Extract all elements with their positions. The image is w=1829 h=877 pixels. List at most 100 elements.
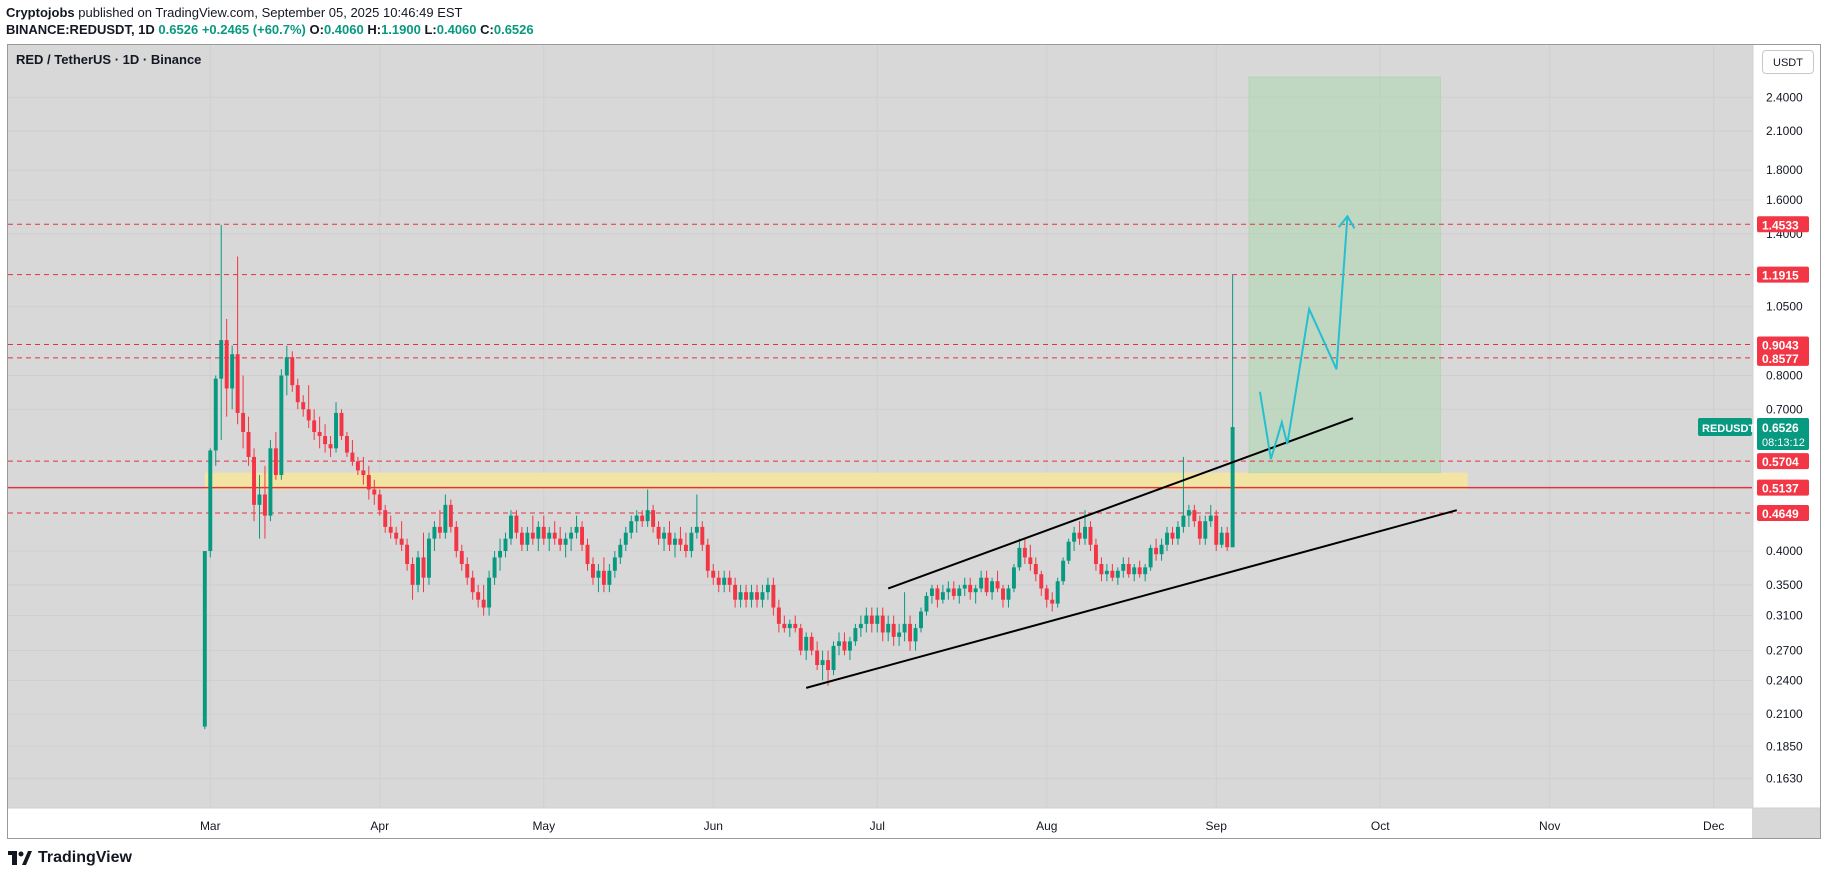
level-badge xyxy=(1757,453,1809,470)
level-badge xyxy=(1757,216,1809,233)
candle-body xyxy=(574,526,579,533)
candle-body xyxy=(793,623,798,629)
chart-frame[interactable] xyxy=(7,44,1821,839)
candle-body xyxy=(596,570,601,578)
candle-body xyxy=(547,532,552,539)
candle-body xyxy=(1186,510,1191,516)
candle-body xyxy=(246,431,251,457)
last-value: 0.6526 xyxy=(158,22,199,37)
currency-button[interactable]: USDT xyxy=(1762,50,1814,74)
candle-body xyxy=(733,584,738,600)
candle-body xyxy=(946,588,951,593)
level-badge xyxy=(1757,479,1809,496)
candle-body xyxy=(826,660,831,671)
level-label: 0.4649 xyxy=(1762,507,1799,521)
support-zone xyxy=(204,472,1468,490)
close-value: 0.6526 xyxy=(493,22,534,37)
candle-body xyxy=(465,564,470,578)
candle-body xyxy=(1088,526,1093,545)
y-tick-label: 2.4000 xyxy=(1766,90,1803,104)
candle-body xyxy=(306,409,311,421)
candle-body xyxy=(771,584,776,608)
y-tick-label: 0.2100 xyxy=(1766,707,1803,721)
candle-body xyxy=(339,412,344,436)
candle-body xyxy=(1072,532,1077,542)
candle-body xyxy=(924,595,929,612)
candle-body xyxy=(815,650,820,666)
ohlc-line: BINANCE:REDUSDT, 1D 0.6526 +0.2465 (+60.… xyxy=(6,21,534,38)
close-label: C: xyxy=(480,22,494,37)
x-tick-label: Nov xyxy=(1539,819,1560,833)
candle-body xyxy=(213,378,218,451)
projection-arrow-head xyxy=(1337,214,1356,229)
candle-body xyxy=(454,526,459,552)
candle-body xyxy=(962,584,967,589)
candle-body xyxy=(252,456,256,505)
candle-body xyxy=(979,577,984,589)
candle-body xyxy=(1203,521,1208,539)
candle-body xyxy=(891,623,896,637)
candle-body xyxy=(1121,564,1126,571)
candle-body xyxy=(1208,515,1213,522)
candle-body xyxy=(361,470,366,476)
level-label: 0.8577 xyxy=(1762,352,1799,366)
candle-body xyxy=(1028,557,1033,565)
candle-body xyxy=(1115,570,1120,578)
candle-body xyxy=(738,592,743,600)
y-tick-label: 1.8000 xyxy=(1766,163,1803,177)
y-tick-label: 0.3500 xyxy=(1766,578,1803,592)
candle-body xyxy=(683,544,688,552)
candle-body xyxy=(569,532,574,539)
candle-body xyxy=(202,551,207,727)
candle-body xyxy=(541,526,546,539)
candle-body xyxy=(995,581,1000,589)
candle-body xyxy=(929,588,934,596)
candle-body xyxy=(886,623,891,633)
candle-body xyxy=(1192,510,1197,522)
candle-body xyxy=(1148,547,1153,568)
author-name[interactable]: Cryptojobs xyxy=(6,5,75,20)
candle-body xyxy=(1170,532,1175,539)
candle-body xyxy=(1219,532,1224,545)
candle-body xyxy=(344,435,349,453)
tradingview-logo[interactable]: TradingView xyxy=(8,849,132,867)
high-label: H: xyxy=(367,22,382,37)
candle-body xyxy=(1017,547,1022,568)
candle-body xyxy=(262,494,267,516)
level-label: 1.1915 xyxy=(1762,269,1799,283)
candle-body xyxy=(711,570,716,578)
candle-body xyxy=(1039,574,1044,589)
candle-body xyxy=(1110,570,1115,578)
candle-body xyxy=(640,515,645,522)
candle-body xyxy=(416,557,420,585)
candle-body xyxy=(919,611,923,629)
y-tick-label: 0.1630 xyxy=(1766,771,1803,785)
candle-body xyxy=(940,592,945,600)
candle-body xyxy=(645,510,650,522)
published-text: published on TradingView.com, September … xyxy=(78,5,463,20)
candle-body xyxy=(257,494,262,505)
candle-body xyxy=(1055,581,1060,604)
candle-body xyxy=(470,577,475,593)
publish-info: Cryptojobs published on TradingView.com,… xyxy=(6,4,534,38)
candle-body xyxy=(399,538,404,545)
candle-body xyxy=(230,354,235,389)
candle-body xyxy=(804,636,809,651)
candle-body xyxy=(459,551,464,565)
candle-body xyxy=(525,532,530,545)
level-label: 0.5137 xyxy=(1762,482,1799,496)
candle-body xyxy=(820,660,825,666)
candle-body xyxy=(563,538,568,545)
x-tick-label: Jul xyxy=(870,819,885,833)
candle-body xyxy=(913,628,918,642)
candle-body xyxy=(858,623,863,629)
high-value: 1.1900 xyxy=(381,22,421,37)
candle-body xyxy=(301,402,306,410)
candle-body xyxy=(1225,532,1230,548)
candle-body xyxy=(334,412,338,449)
candle-body xyxy=(678,538,683,545)
candle-body xyxy=(705,544,710,571)
level-label: 0.5704 xyxy=(1762,455,1799,469)
candle-body xyxy=(1197,521,1202,539)
